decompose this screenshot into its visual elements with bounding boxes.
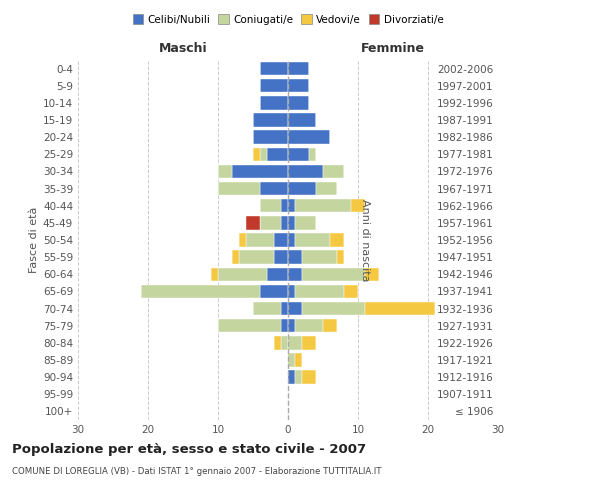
Bar	[365, 268, 379, 281]
Text: Popolazione per età, sesso e stato civile - 2007: Popolazione per età, sesso e stato civil…	[12, 442, 366, 456]
Text: COMUNE DI LOREGLIA (VB) - Dati ISTAT 1° gennaio 2007 - Elaborazione TUTTITALIA.I: COMUNE DI LOREGLIA (VB) - Dati ISTAT 1° …	[12, 468, 382, 476]
Bar	[218, 182, 260, 196]
Text: Femmine: Femmine	[361, 42, 425, 55]
Legend: Celibi/Nubili, Coniugati/e, Vedovi/e, Divorziati/e: Celibi/Nubili, Coniugati/e, Vedovi/e, Di…	[128, 10, 448, 29]
Bar	[295, 370, 302, 384]
Y-axis label: Fasce di età: Fasce di età	[29, 207, 39, 273]
Bar	[330, 234, 344, 246]
Bar	[365, 302, 435, 316]
Bar	[288, 250, 302, 264]
Bar	[260, 96, 288, 110]
Bar	[288, 234, 295, 246]
Bar	[288, 370, 295, 384]
Bar	[260, 79, 288, 92]
Bar	[253, 148, 260, 161]
Bar	[288, 268, 302, 281]
Bar	[316, 182, 337, 196]
Bar	[239, 234, 246, 246]
Bar	[302, 336, 316, 349]
Bar	[288, 284, 295, 298]
Bar	[281, 336, 288, 349]
Bar	[281, 319, 288, 332]
Bar	[288, 199, 295, 212]
Bar	[302, 268, 365, 281]
Bar	[239, 250, 274, 264]
Text: Maschi: Maschi	[158, 42, 208, 55]
Bar	[246, 216, 260, 230]
Bar	[274, 234, 288, 246]
Bar	[351, 199, 365, 212]
Bar	[260, 284, 288, 298]
Bar	[260, 216, 281, 230]
Bar	[267, 148, 288, 161]
Bar	[218, 164, 232, 178]
Bar	[260, 62, 288, 76]
Bar	[288, 164, 323, 178]
Bar	[337, 250, 344, 264]
Bar	[302, 250, 337, 264]
Bar	[218, 268, 267, 281]
Bar	[288, 130, 330, 144]
Bar	[288, 354, 295, 366]
Bar	[141, 284, 260, 298]
Bar	[344, 284, 358, 298]
Bar	[295, 234, 330, 246]
Bar	[288, 79, 309, 92]
Bar	[218, 319, 281, 332]
Bar	[295, 199, 351, 212]
Bar	[295, 284, 344, 298]
Bar	[288, 96, 309, 110]
Bar	[302, 302, 365, 316]
Bar	[288, 148, 309, 161]
Bar	[253, 302, 281, 316]
Bar	[302, 370, 316, 384]
Bar	[211, 268, 218, 281]
Bar	[295, 216, 316, 230]
Bar	[260, 148, 267, 161]
Bar	[288, 182, 316, 196]
Bar	[288, 62, 309, 76]
Bar	[274, 250, 288, 264]
Bar	[288, 114, 316, 126]
Bar	[309, 148, 316, 161]
Bar	[253, 130, 288, 144]
Bar	[288, 319, 295, 332]
Bar	[295, 354, 302, 366]
Bar	[295, 319, 323, 332]
Bar	[274, 336, 281, 349]
Bar	[246, 234, 274, 246]
Bar	[281, 199, 288, 212]
Bar	[288, 302, 302, 316]
Bar	[288, 216, 295, 230]
Bar	[267, 268, 288, 281]
Y-axis label: Anni di nascita: Anni di nascita	[360, 198, 370, 281]
Bar	[281, 216, 288, 230]
Bar	[288, 336, 302, 349]
Bar	[260, 182, 288, 196]
Bar	[253, 114, 288, 126]
Bar	[232, 164, 288, 178]
Bar	[281, 302, 288, 316]
Bar	[260, 199, 281, 212]
Bar	[323, 319, 337, 332]
Bar	[232, 250, 239, 264]
Bar	[323, 164, 344, 178]
